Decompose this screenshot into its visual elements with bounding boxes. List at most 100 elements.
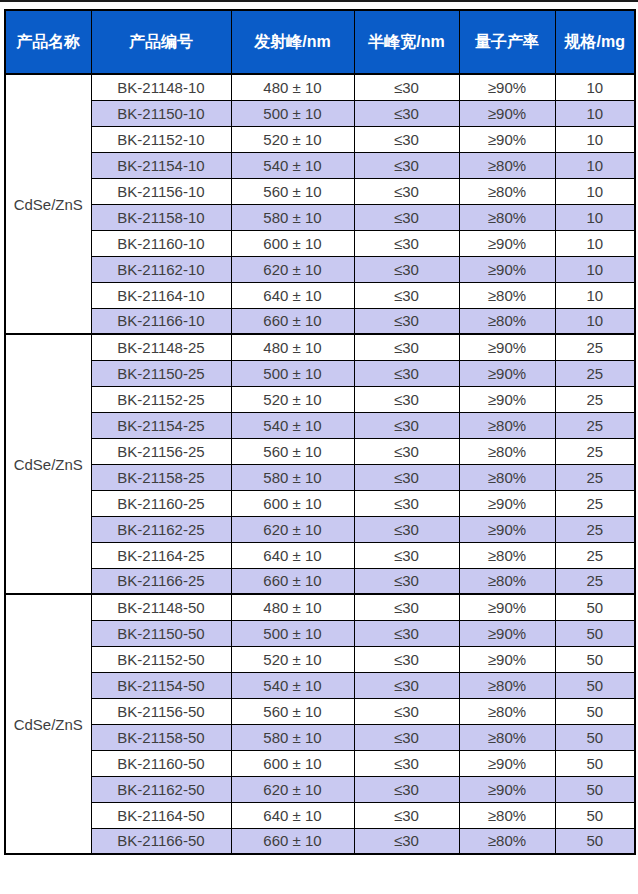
cell-product-code: BK-21160-25 — [91, 490, 231, 516]
cell-spec: 25 — [555, 568, 635, 594]
cell-emission-peak: 660 ± 10 — [231, 568, 354, 594]
cell-fwhm: ≤30 — [354, 828, 459, 854]
cell-quantum-yield: ≥80% — [459, 178, 555, 204]
column-header-product-name: 产品名称 — [5, 10, 91, 74]
product-name-cell: CdSe/ZnS — [5, 74, 91, 334]
cell-quantum-yield: ≥80% — [459, 828, 555, 854]
cell-spec: 25 — [555, 360, 635, 386]
cell-emission-peak: 540 ± 10 — [231, 412, 354, 438]
cell-emission-peak: 600 ± 10 — [231, 750, 354, 776]
cell-quantum-yield: ≥80% — [459, 724, 555, 750]
product-name-cell: CdSe/ZnS — [5, 334, 91, 594]
cell-spec: 10 — [555, 230, 635, 256]
table-row: BK-21158-25580 ± 10≤30≥80%25 — [5, 464, 635, 490]
cell-emission-peak: 560 ± 10 — [231, 438, 354, 464]
cell-fwhm: ≤30 — [354, 204, 459, 230]
table-row: BK-21166-10660 ± 10≤30≥80%10 — [5, 308, 635, 334]
cell-spec: 25 — [555, 490, 635, 516]
cell-product-code: BK-21148-10 — [91, 74, 231, 100]
cell-emission-peak: 560 ± 10 — [231, 698, 354, 724]
cell-quantum-yield: ≥90% — [459, 126, 555, 152]
cell-emission-peak: 560 ± 10 — [231, 178, 354, 204]
cell-fwhm: ≤30 — [354, 490, 459, 516]
cell-product-code: BK-21150-50 — [91, 620, 231, 646]
cell-quantum-yield: ≥90% — [459, 594, 555, 620]
cell-product-code: BK-21158-10 — [91, 204, 231, 230]
header-row: 产品名称 产品编号 发射峰/nm 半峰宽/nm 量子产率 规格/mg — [5, 10, 635, 74]
cell-product-code: BK-21166-25 — [91, 568, 231, 594]
table-row: BK-21154-25540 ± 10≤30≥80%25 — [5, 412, 635, 438]
cell-product-code: BK-21162-25 — [91, 516, 231, 542]
cell-quantum-yield: ≥80% — [459, 698, 555, 724]
cell-fwhm: ≤30 — [354, 724, 459, 750]
cell-fwhm: ≤30 — [354, 672, 459, 698]
table-row: BK-21152-10520 ± 10≤30≥90%10 — [5, 126, 635, 152]
cell-quantum-yield: ≥80% — [459, 464, 555, 490]
cell-quantum-yield: ≥90% — [459, 360, 555, 386]
cell-spec: 25 — [555, 386, 635, 412]
cell-spec: 50 — [555, 672, 635, 698]
table-body: CdSe/ZnSBK-21148-10480 ± 10≤30≥90%10BK-2… — [5, 74, 635, 854]
cell-quantum-yield: ≥90% — [459, 230, 555, 256]
cell-emission-peak: 640 ± 10 — [231, 542, 354, 568]
table-row: BK-21162-10620 ± 10≤30≥90%10 — [5, 256, 635, 282]
table-row: BK-21160-10600 ± 10≤30≥90%10 — [5, 230, 635, 256]
cell-fwhm: ≤30 — [354, 750, 459, 776]
cell-spec: 50 — [555, 802, 635, 828]
cell-emission-peak: 480 ± 10 — [231, 594, 354, 620]
table-row: BK-21166-25660 ± 10≤30≥80%25 — [5, 568, 635, 594]
cell-quantum-yield: ≥90% — [459, 74, 555, 100]
cell-quantum-yield: ≥90% — [459, 620, 555, 646]
cell-quantum-yield: ≥80% — [459, 412, 555, 438]
cell-emission-peak: 520 ± 10 — [231, 126, 354, 152]
cell-emission-peak: 500 ± 10 — [231, 360, 354, 386]
cell-spec: 50 — [555, 620, 635, 646]
cell-quantum-yield: ≥80% — [459, 438, 555, 464]
cell-product-code: BK-21152-25 — [91, 386, 231, 412]
cell-product-code: BK-21160-10 — [91, 230, 231, 256]
cell-fwhm: ≤30 — [354, 74, 459, 100]
cell-fwhm: ≤30 — [354, 256, 459, 282]
table-row: BK-21154-10540 ± 10≤30≥80%10 — [5, 152, 635, 178]
cell-fwhm: ≤30 — [354, 620, 459, 646]
cell-emission-peak: 660 ± 10 — [231, 828, 354, 854]
table-row: BK-21164-10640 ± 10≤30≥80%10 — [5, 282, 635, 308]
table-row: BK-21166-50660 ± 10≤30≥80%50 — [5, 828, 635, 854]
cell-spec: 25 — [555, 516, 635, 542]
cell-product-code: BK-21156-50 — [91, 698, 231, 724]
cell-spec: 25 — [555, 412, 635, 438]
column-header-fwhm: 半峰宽/nm — [354, 10, 459, 74]
cell-quantum-yield: ≥90% — [459, 516, 555, 542]
cell-product-code: BK-21150-25 — [91, 360, 231, 386]
cell-emission-peak: 580 ± 10 — [231, 724, 354, 750]
cell-quantum-yield: ≥90% — [459, 646, 555, 672]
cell-fwhm: ≤30 — [354, 386, 459, 412]
cell-emission-peak: 540 ± 10 — [231, 672, 354, 698]
cell-fwhm: ≤30 — [354, 594, 459, 620]
cell-emission-peak: 620 ± 10 — [231, 516, 354, 542]
cell-emission-peak: 620 ± 10 — [231, 776, 354, 802]
cell-product-code: BK-21158-50 — [91, 724, 231, 750]
column-header-spec: 规格/mg — [555, 10, 635, 74]
cell-fwhm: ≤30 — [354, 308, 459, 334]
cell-product-code: BK-21164-10 — [91, 282, 231, 308]
cell-emission-peak: 520 ± 10 — [231, 386, 354, 412]
cell-fwhm: ≤30 — [354, 464, 459, 490]
table-row: BK-21150-50500 ± 10≤30≥90%50 — [5, 620, 635, 646]
cell-emission-peak: 660 ± 10 — [231, 308, 354, 334]
table-row: BK-21160-50600 ± 10≤30≥90%50 — [5, 750, 635, 776]
table-row: CdSe/ZnSBK-21148-25480 ± 10≤30≥90%25 — [5, 334, 635, 360]
cell-spec: 50 — [555, 698, 635, 724]
cell-quantum-yield: ≥80% — [459, 152, 555, 178]
cell-emission-peak: 500 ± 10 — [231, 620, 354, 646]
cell-product-code: BK-21162-10 — [91, 256, 231, 282]
cell-product-code: BK-21154-25 — [91, 412, 231, 438]
cell-product-code: BK-21164-25 — [91, 542, 231, 568]
cell-fwhm: ≤30 — [354, 334, 459, 360]
cell-product-code: BK-21158-25 — [91, 464, 231, 490]
cell-spec: 25 — [555, 542, 635, 568]
table-row: BK-21150-10500 ± 10≤30≥90%10 — [5, 100, 635, 126]
cell-fwhm: ≤30 — [354, 776, 459, 802]
cell-spec: 50 — [555, 594, 635, 620]
cell-product-code: BK-21166-10 — [91, 308, 231, 334]
